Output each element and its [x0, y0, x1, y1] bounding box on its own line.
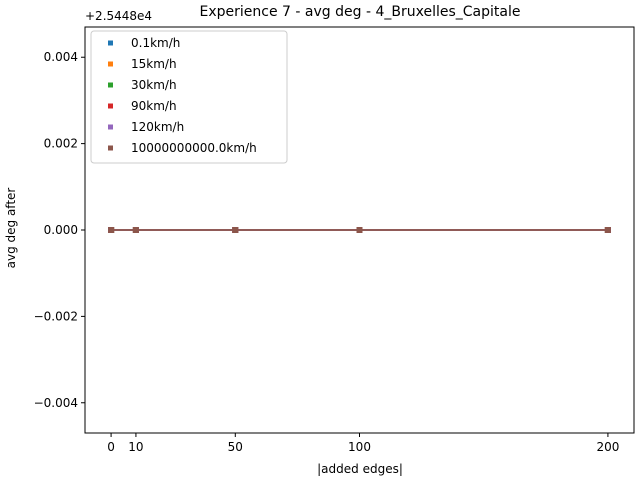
legend-box: [90, 30, 288, 164]
data-point: [604, 227, 611, 233]
legend-marker: [108, 61, 113, 67]
legend-marker: [108, 124, 113, 130]
y-tick-label: 0.000: [44, 223, 78, 237]
legend-label: 10000000000.0km/h: [131, 141, 257, 155]
legend-label: 120km/h: [131, 120, 184, 134]
x-tick-label: 0: [107, 440, 115, 454]
plot-area: 0 10 50 100 200 0.004 0.002 0.000 −0.002 −0.004: [34, 26, 635, 454]
data-point: [232, 227, 239, 233]
y-tick-label: 0.002: [44, 137, 78, 151]
legend-label: 90km/h: [131, 99, 177, 113]
legend-marker: [108, 82, 113, 88]
legend-label: 15km/h: [131, 57, 177, 71]
data-point: [356, 227, 363, 233]
legend-marker: [108, 40, 113, 46]
y-tick-label: 0.004: [44, 50, 78, 64]
legend: 0.1km/h 15km/h 30km/h 90km/h 120km/h 10000000…: [90, 30, 288, 164]
chart-title: Experience 7 - avg deg - 4_Bruxelles_Cap…: [200, 4, 521, 20]
y-axis-label: avg deg after: [4, 188, 18, 269]
x-tick-label: 100: [348, 440, 371, 454]
y-tick-label: −0.004: [34, 396, 78, 410]
y-offset-label: +2.5448e4: [85, 9, 152, 23]
legend-label: 30km/h: [131, 78, 177, 92]
y-tick-label: −0.002: [34, 309, 78, 323]
x-tick-label: 50: [228, 440, 243, 454]
legend-label: 0.1km/h: [131, 36, 180, 50]
data-point: [108, 227, 115, 233]
legend-marker: [108, 145, 113, 151]
x-tick-label: 10: [128, 440, 143, 454]
x-axis-label: |added edges|: [317, 462, 403, 476]
legend-marker: [108, 103, 113, 109]
data-point: [132, 227, 139, 233]
x-tick-label: 200: [596, 440, 619, 454]
